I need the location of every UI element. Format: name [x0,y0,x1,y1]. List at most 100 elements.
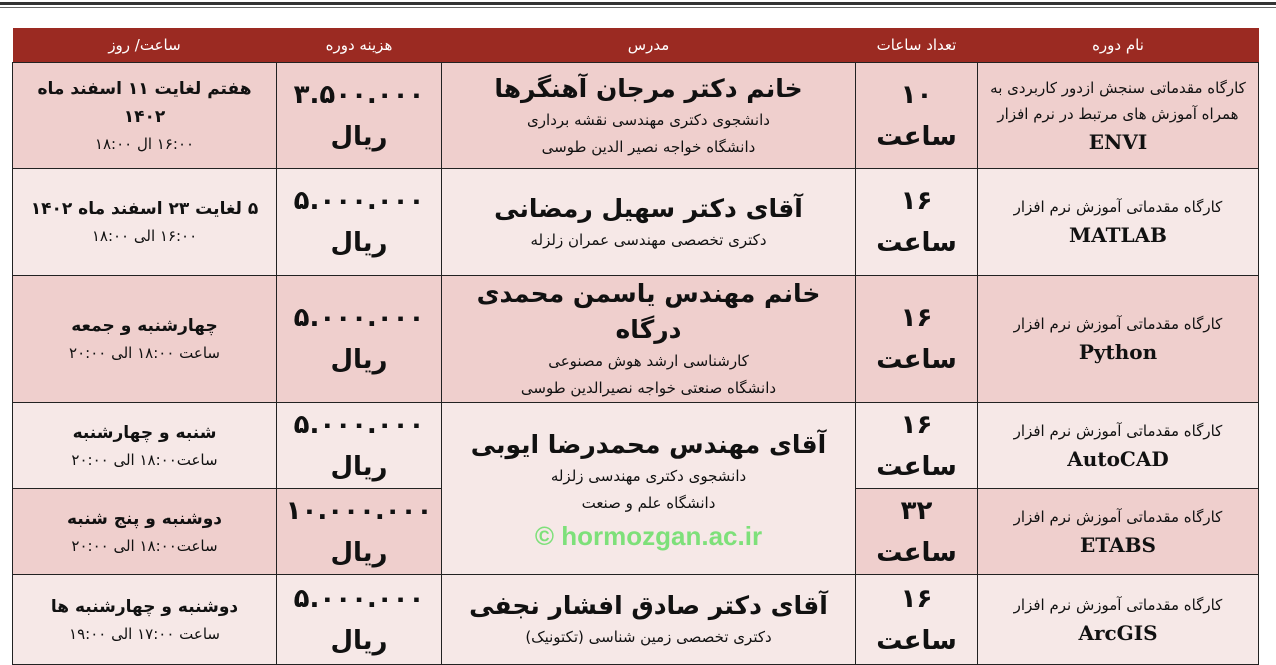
instructor-detail: دانشجوی دکتری مهندسی زلزله [550,466,747,485]
course-cell: کارگاه مقدماتی آموزش نرم افزار Python [977,275,1259,403]
schedule-cell: شنبه و چهارشنبه ساعت۱۸:۰۰ الی ۲۰:۰۰ [12,402,277,489]
currency: ریال [330,451,388,482]
cost-cell: ۱۰.۰۰۰.۰۰۰ ریال [276,488,442,575]
schedule-cell: دوشنبه و پنج شنبه ساعت۱۸:۰۰ الی ۲۰:۰۰ [12,488,277,575]
table-row: کارگاه مقدماتی آموزش نرم افزار MATLAB ۱۶ سا… [12,168,1259,276]
table-row: کارگاه مقدماتی آموزش نرم افزار ArcGIS ۱۶ سا… [12,574,1259,665]
instructor-name: خانم مهندس یاسمن محمدی درگاه [476,279,821,344]
course-title: کارگاه مقدماتی آموزش نرم افزار [1013,507,1223,526]
schedule-cell: دوشنبه و چهارشنبه ها ساعت ۱۷:۰۰ الی ۱۹:۰۰ [12,574,277,665]
course-cell: کارگاه مقدماتی آموزش نرم افزار AutoCAD [977,402,1259,489]
header-hours: تعداد ساعات [855,28,978,63]
hours-cell: ۱۶ ساعت [855,168,978,276]
course-cell: کارگاه مقدماتی سنجش ازدور کاربردی به همر… [977,62,1259,169]
schedule-days: دوشنبه و چهارشنبه ها [50,596,239,617]
software-name: ETABS [1080,532,1156,557]
course-cell: کارگاه مقدماتی آموزش نرم افزار ETABS [977,488,1259,575]
instructor-detail: دکتری تخصصی زمین شناسی (تکتونیک) [525,628,772,646]
currency: ریال [330,625,388,656]
instructor-cell: آقای دکتر صادق افشار نجفی دکتری تخصصی زمی… [441,574,856,665]
header-course-name: نام دوره [977,28,1259,63]
cost-value: ۳.۵۰۰.۰۰۰ [293,79,425,110]
hours-cell: ۱۶ ساعت [855,574,978,665]
header-cost: هزینه دوره [276,28,442,63]
cost-value: ۵.۰۰۰.۰۰۰ [293,186,425,216]
software-name: Python [1078,340,1158,364]
instructor-cell: خانم دکتر مرجان آهنگرها دانشجوی دکتری مهن… [441,62,856,169]
hours-value: ۱۶ [900,583,933,614]
instructor-detail: دکتری تخصصی مهندسی عمران زلزله [530,230,767,249]
hours-value: ۱۶ [900,186,933,216]
instructor-detail: دانشجوی دکتری مهندسی نقشه برداری [527,110,770,129]
instructor-detail: کارشناسی ارشد هوش مصنوعی [548,352,749,370]
header-instructor: مدرس [441,28,856,63]
software-name: ArcGIS [1078,620,1158,645]
schedule-time: ۱۶:۰۰ الی ۱۸:۰۰ [91,227,198,245]
hours-unit: ساعت [876,121,957,152]
hours-value: ۱۶ [900,409,933,440]
cost-value: ۵.۰۰۰.۰۰۰ [293,303,425,333]
hours-unit: ساعت [876,451,957,482]
table-row: کارگاه مقدماتی آموزش نرم افزار Python ۱۶ سا… [12,275,1259,403]
schedule-days: چهارشنبه و جمعه [71,316,218,336]
top-rule [0,2,1276,5]
instructor-name: آقای مهندس محمدرضا ایوبی [470,429,827,459]
instructor-detail: دانشگاه خواجه نصیر الدین طوسی [541,137,756,156]
hours-cell: ۱۶ ساعت [855,275,978,403]
cost-cell: ۵.۰۰۰.۰۰۰ ریال [276,168,442,276]
hours-cell: ۱۶ ساعت [855,402,978,489]
table-row: کارگاه مقدماتی آموزش نرم افزار ETABS ۳۲ ساع… [12,488,1259,575]
instructor-cell: خانم مهندس یاسمن محمدی درگاه کارشناسی ارش… [441,275,856,403]
instructor-name: خانم دکتر مرجان آهنگرها [494,73,803,103]
hours-unit: ساعت [876,345,957,375]
schedule-time: ساعت ۱۸:۰۰ الی ۲۰:۰۰ [69,344,220,362]
schedule-time: ساعت۱۸:۰۰ الی ۲۰:۰۰ [71,450,218,469]
software-name: MATLAB [1069,223,1167,247]
instructor-name: آقای دکتر صادق افشار نجفی [469,591,828,620]
software-name: ENVI [1088,129,1148,154]
schedule-days: ۵ لغایت ۲۳ اسفند ماه ۱۴۰۲ [30,199,259,219]
currency: ریال [330,345,388,375]
schedule-time: ساعت ۱۷:۰۰ الی ۱۹:۰۰ [69,624,220,643]
course-title: کارگاه مقدماتی آموزش نرم افزار [1013,198,1223,216]
schedule-cell: ۵ لغایت ۲۳ اسفند ماه ۱۴۰۲ ۱۶:۰۰ الی ۱۸:۰۰ [12,168,277,276]
schedule-cell: چهارشنبه و جمعه ساعت ۱۸:۰۰ الی ۲۰:۰۰ [12,275,277,403]
hours-value: ۱۶ [900,303,933,333]
instructor-cell: آقای دکتر سهیل رمضانی دکتری تخصصی مهندسی … [441,168,856,276]
schedule-cell: هفتم لغایت ۱۱ اسفند ماه ۱۴۰۲ ۱۶:۰۰ ال ۱۸:… [12,62,277,169]
hours-unit: ساعت [876,537,957,568]
hours-cell: ۱۰ ساعت [855,62,978,169]
currency: ریال [330,537,388,568]
table-row: کارگاه مقدماتی آموزش نرم افزار AutoCAD ۱۶ س… [12,402,1259,575]
course-cell: کارگاه مقدماتی آموزش نرم افزار MATLAB [977,168,1259,276]
watermark: © hormozgan.ac.ir [534,520,763,551]
course-title: کارگاه مقدماتی آموزش نرم افزار [1013,315,1223,333]
schedule-days: هفتم لغایت ۱۱ اسفند ماه ۱۴۰۲ [37,78,252,127]
course-title: کارگاه مقدماتی آموزش نرم افزار [1013,595,1223,614]
software-name: AutoCAD [1067,446,1169,471]
instructor-cell: آقای مهندس محمدرضا ایوبی دانشجوی دکتری مه… [441,402,856,575]
schedule-time: ساعت۱۸:۰۰ الی ۲۰:۰۰ [71,536,218,555]
instructor-detail: دانشگاه علم و صنعت [581,493,716,512]
cost-value: ۱۰.۰۰۰.۰۰۰ [285,495,433,526]
cost-cell: ۳.۵۰۰.۰۰۰ ریال [276,62,442,169]
course-cell: کارگاه مقدماتی آموزش نرم افزار ArcGIS [977,574,1259,665]
course-title: کارگاه مقدماتی سنجش ازدور کاربردی به همر… [990,78,1246,123]
cost-value: ۵.۰۰۰.۰۰۰ [293,409,425,440]
table-header: نام دوره تعداد ساعات مدرس هزینه دوره ساعت/ ر… [12,28,1259,63]
hours-unit: ساعت [876,625,957,656]
schedule-days: دوشنبه و پنج شنبه [66,508,222,529]
schedule-days: شنبه و چهارشنبه [72,422,217,443]
hours-unit: ساعت [876,228,957,258]
hours-value: ۳۲ [900,495,933,526]
schedule-time: ۱۶:۰۰ ال ۱۸:۰۰ [94,134,195,153]
cost-cell: ۵.۰۰۰.۰۰۰ ریال [276,275,442,403]
cost-value: ۵.۰۰۰.۰۰۰ [293,583,425,614]
top-rule-thin [0,7,1276,8]
table-row: کارگاه مقدماتی سنجش ازدور کاربردی به همر… [12,62,1259,169]
hours-value: ۱۰ [900,79,933,110]
hours-cell: ۳۲ ساعت [855,488,978,575]
currency: ریال [330,121,388,152]
instructor-detail: دانشگاه صنعتی خواجه نصیرالدین طوسی [520,379,777,397]
currency: ریال [330,228,388,258]
